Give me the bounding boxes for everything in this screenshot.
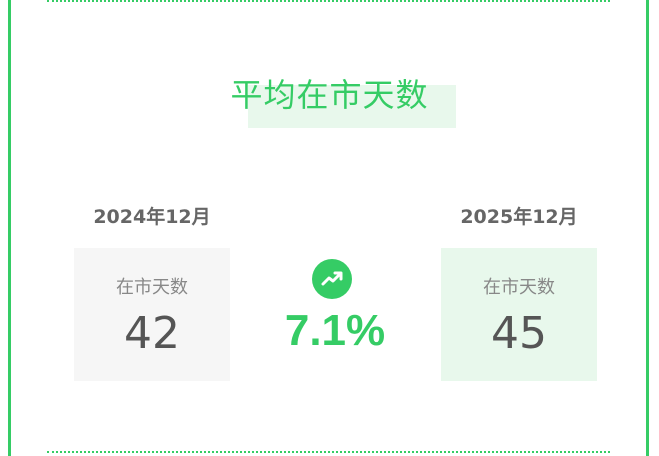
trending-up-icon <box>312 259 352 299</box>
title-highlight <box>248 85 456 128</box>
right-period: 2025年12月 <box>460 206 578 228</box>
top-divider <box>47 0 610 2</box>
change-percent: 7.1% <box>284 306 386 355</box>
bottom-divider <box>47 451 610 453</box>
right-border <box>646 0 649 456</box>
left-stat-box: 在市天数 42 <box>74 248 230 381</box>
left-period: 2024年12月 <box>93 206 211 228</box>
right-stat-box: 在市天数 45 <box>441 248 597 381</box>
left-border <box>8 0 11 456</box>
right-value: 45 <box>491 308 547 359</box>
left-label: 在市天数 <box>116 277 188 298</box>
right-label: 在市天数 <box>483 277 555 298</box>
left-value: 42 <box>124 308 180 359</box>
section-title: 平均在市天数 <box>230 76 429 114</box>
